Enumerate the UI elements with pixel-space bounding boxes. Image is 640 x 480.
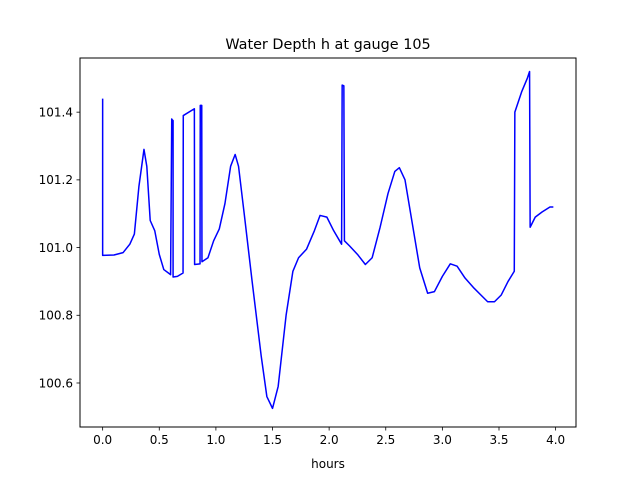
y-tick-label: 100.6 xyxy=(39,376,73,390)
y-tick-label: 100.8 xyxy=(39,309,73,323)
y-tick-label: 101.2 xyxy=(39,173,73,187)
x-tick-label: 3.5 xyxy=(489,433,508,447)
x-tick-label: 3.0 xyxy=(433,433,452,447)
x-axis-label: hours xyxy=(311,457,345,471)
x-tick-label: 2.5 xyxy=(376,433,395,447)
y-tick-label: 101.0 xyxy=(39,241,73,255)
x-tick-label: 4.0 xyxy=(546,433,565,447)
chart-title: Water Depth h at gauge 105 xyxy=(225,37,430,53)
x-tick-label: 1.0 xyxy=(206,433,225,447)
x-tick-label: 1.5 xyxy=(263,433,282,447)
x-tick-label: 2.0 xyxy=(320,433,339,447)
y-tick-label: 101.4 xyxy=(39,105,73,119)
x-tick-label: 0.0 xyxy=(93,433,112,447)
x-tick-label: 0.5 xyxy=(150,433,169,447)
